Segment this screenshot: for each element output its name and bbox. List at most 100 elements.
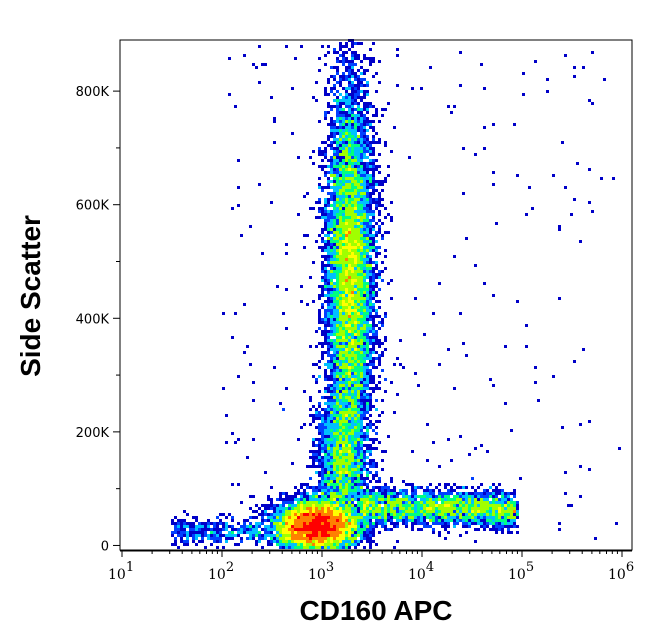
density-cell xyxy=(345,51,348,54)
density-cell xyxy=(357,216,360,219)
density-cell xyxy=(378,354,381,357)
density-cell xyxy=(330,384,333,387)
density-cell xyxy=(396,504,399,507)
density-cell xyxy=(342,354,345,357)
density-cell xyxy=(315,456,318,459)
density-cell xyxy=(297,156,300,159)
density-cell xyxy=(333,231,336,234)
density-cell xyxy=(357,303,360,306)
density-cell xyxy=(318,390,321,393)
density-cell xyxy=(330,324,333,327)
density-cell xyxy=(498,528,501,531)
density-cell xyxy=(351,465,354,468)
density-cell xyxy=(414,297,417,300)
density-cell xyxy=(357,441,360,444)
density-cell xyxy=(222,525,225,528)
density-cell xyxy=(336,543,339,546)
density-cell xyxy=(465,486,468,489)
density-cell xyxy=(429,501,432,504)
density-cell xyxy=(348,60,351,63)
density-cell xyxy=(246,525,249,528)
density-cell xyxy=(357,78,360,81)
density-cell xyxy=(225,537,228,540)
density-cell xyxy=(237,483,240,486)
density-cell xyxy=(450,492,453,495)
density-cell xyxy=(339,393,342,396)
density-cell xyxy=(333,180,336,183)
density-cell xyxy=(231,336,234,339)
density-cell xyxy=(333,372,336,375)
density-cell xyxy=(351,279,354,282)
density-cell xyxy=(366,204,369,207)
density-cell xyxy=(312,150,315,153)
density-cell xyxy=(516,525,519,528)
density-cell xyxy=(372,507,375,510)
density-cell xyxy=(369,228,372,231)
density-cell xyxy=(360,309,363,312)
density-cell xyxy=(348,492,351,495)
density-cell xyxy=(321,237,324,240)
density-cell xyxy=(402,519,405,522)
density-cell xyxy=(327,216,330,219)
density-cell xyxy=(309,501,312,504)
density-cell xyxy=(372,288,375,291)
density-cell xyxy=(564,471,567,474)
density-cell xyxy=(405,495,408,498)
density-cell xyxy=(291,132,294,135)
density-cell xyxy=(225,414,228,417)
density-cell xyxy=(294,519,297,522)
density-cell xyxy=(294,498,297,501)
density-cell xyxy=(333,471,336,474)
density-cell xyxy=(342,228,345,231)
density-cell xyxy=(369,423,372,426)
density-cell xyxy=(375,495,378,498)
density-cell xyxy=(330,258,333,261)
density-cell xyxy=(489,492,492,495)
density-cell xyxy=(417,495,420,498)
density-cell xyxy=(339,513,342,516)
density-cell xyxy=(324,207,327,210)
density-cell xyxy=(315,540,318,543)
density-cell xyxy=(300,519,303,522)
density-cell xyxy=(507,531,510,534)
density-cell xyxy=(360,540,363,543)
density-cell xyxy=(336,411,339,414)
density-cell xyxy=(357,429,360,432)
density-cell xyxy=(303,501,306,504)
density-cell xyxy=(300,522,303,525)
density-cell xyxy=(336,309,339,312)
density-cell xyxy=(381,459,384,462)
density-cell xyxy=(285,288,288,291)
density-cell xyxy=(312,438,315,441)
density-cell xyxy=(354,258,357,261)
density-cell xyxy=(492,498,495,501)
density-cell xyxy=(327,486,330,489)
density-cell xyxy=(408,483,411,486)
density-cell xyxy=(360,183,363,186)
density-cell xyxy=(321,318,324,321)
density-cell xyxy=(378,192,381,195)
density-cell xyxy=(348,279,351,282)
density-cell xyxy=(357,480,360,483)
density-cell xyxy=(270,525,273,528)
density-cell xyxy=(366,81,369,84)
density-cell xyxy=(294,492,297,495)
density-cell xyxy=(375,201,378,204)
density-cell xyxy=(273,537,276,540)
density-cell xyxy=(351,345,354,348)
density-cell xyxy=(303,495,306,498)
density-cell xyxy=(327,477,330,480)
density-cell xyxy=(330,246,333,249)
density-cell xyxy=(318,294,321,297)
density-cell xyxy=(333,192,336,195)
density-cell xyxy=(498,489,501,492)
density-cell xyxy=(477,501,480,504)
density-cell xyxy=(312,489,315,492)
density-cell xyxy=(243,528,246,531)
density-cell xyxy=(366,303,369,306)
density-cell xyxy=(318,432,321,435)
density-cell xyxy=(348,519,351,522)
density-cell xyxy=(372,219,375,222)
density-cell xyxy=(321,267,324,270)
density-cell xyxy=(351,213,354,216)
